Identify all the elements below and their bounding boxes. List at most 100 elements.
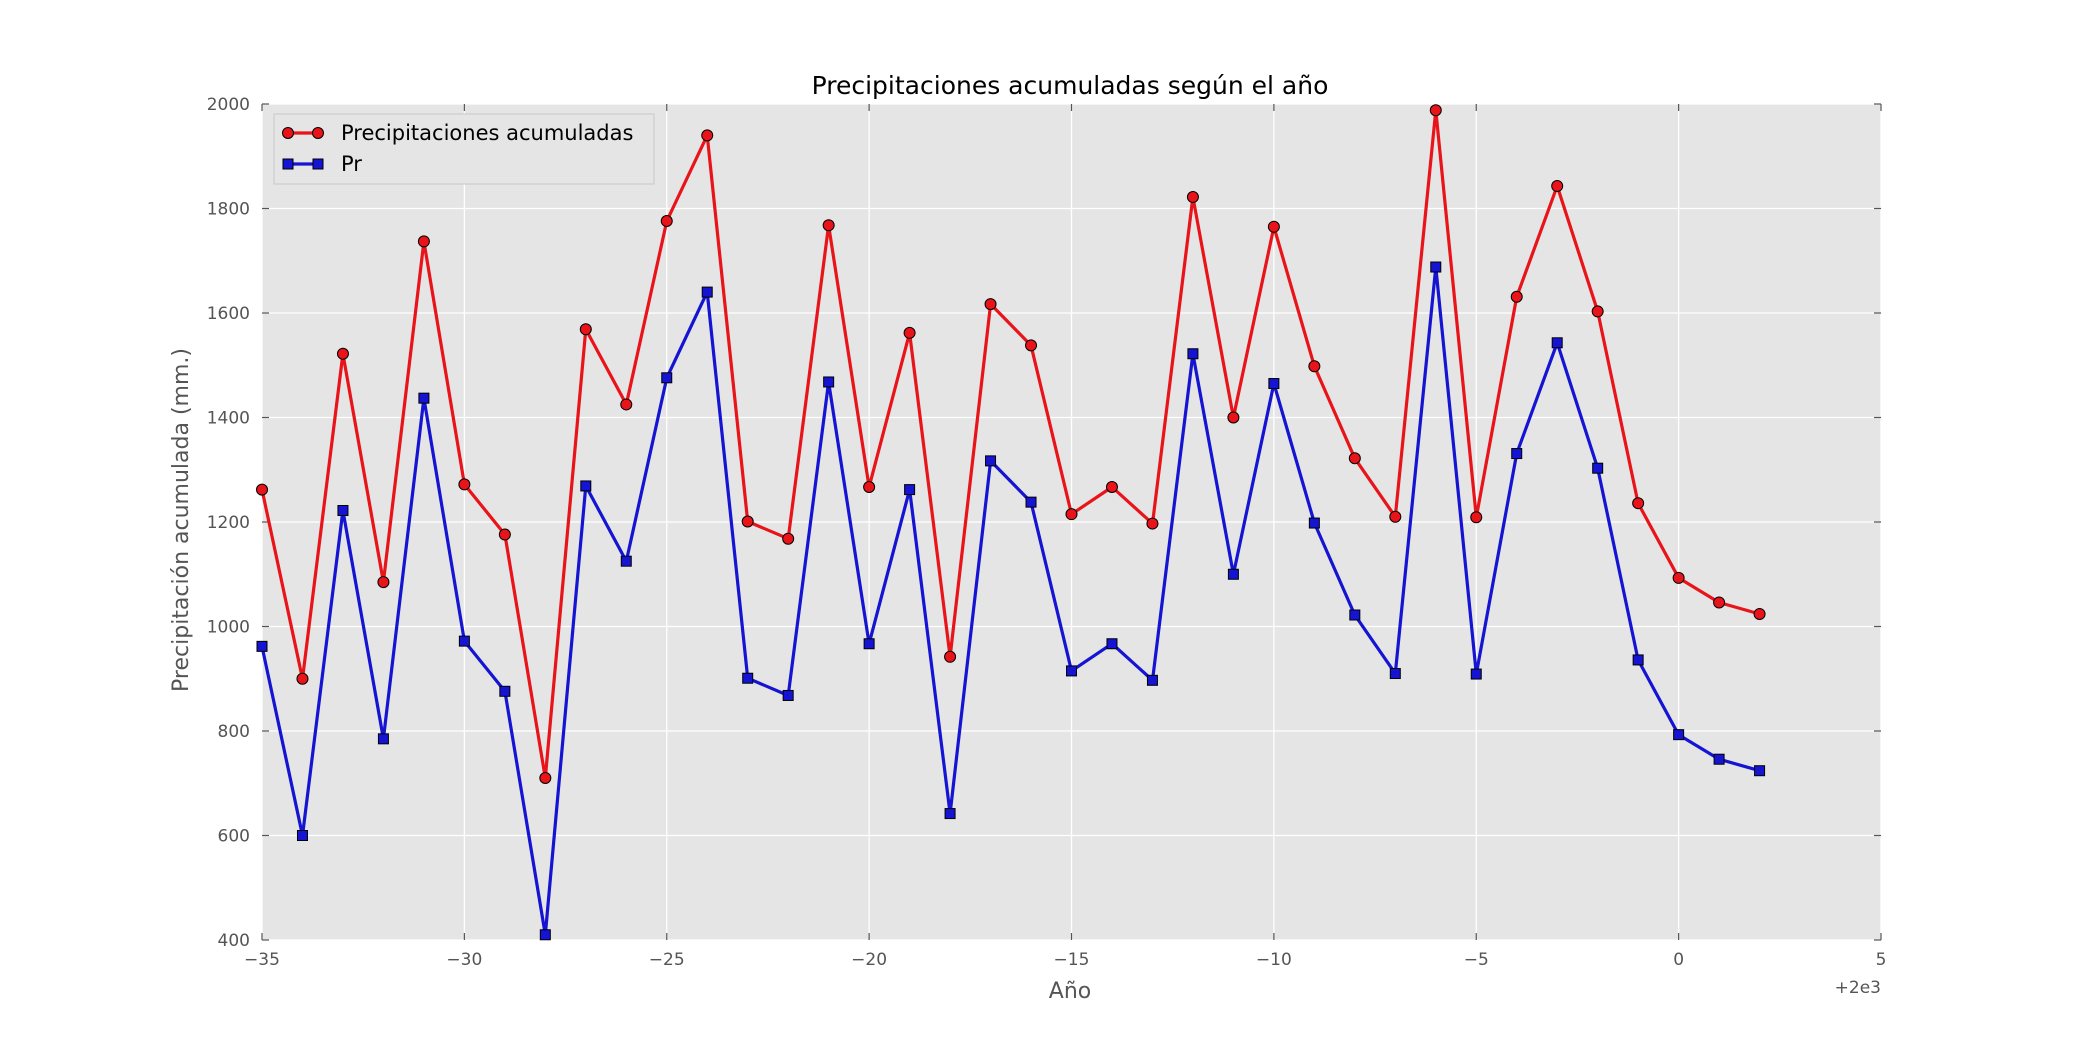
series-2-point bbox=[418, 392, 430, 404]
y-tick-label: 800 bbox=[218, 722, 250, 742]
series-1-point bbox=[903, 326, 916, 339]
series-2-point bbox=[337, 505, 349, 517]
series-2-point bbox=[256, 640, 268, 652]
series-2-point bbox=[580, 480, 592, 492]
series-1-line bbox=[260, 108, 1761, 780]
x-tick-label: 0 bbox=[1673, 950, 1684, 970]
x-tick-label: −30 bbox=[446, 950, 482, 970]
series-2-point bbox=[1673, 729, 1685, 741]
series-2-line bbox=[260, 265, 1761, 937]
series-2-point bbox=[661, 372, 673, 384]
series-1-point bbox=[1186, 191, 1199, 204]
series-2-point bbox=[823, 376, 835, 388]
y-tick-label: 600 bbox=[218, 827, 250, 847]
series-1-point bbox=[539, 772, 552, 785]
legend-box bbox=[273, 113, 655, 185]
x-tick-label: −25 bbox=[649, 950, 685, 970]
series-2-point bbox=[782, 689, 794, 701]
series-2-point bbox=[863, 638, 875, 650]
plot-area: −35 −30 −25 −20 −15 −10 −5 0 5 400 600 800 1000 1200 1… bbox=[207, 95, 1887, 970]
series-1-point bbox=[1551, 180, 1564, 193]
y-tick-label: 1200 bbox=[207, 513, 250, 533]
series-1-point bbox=[1065, 508, 1078, 521]
legend-marker bbox=[312, 158, 324, 170]
series-2-point bbox=[458, 635, 470, 647]
series-1-point bbox=[863, 480, 876, 493]
legend: Precipitaciones acumuladas Pr bbox=[273, 113, 655, 185]
series-2-point bbox=[1511, 448, 1523, 460]
series-2-point bbox=[620, 555, 632, 567]
series-2-point bbox=[1632, 654, 1644, 666]
series-2-point bbox=[1592, 462, 1604, 474]
series-2-point bbox=[1551, 337, 1563, 349]
series-2-point bbox=[1308, 517, 1320, 529]
series-1-point bbox=[1389, 510, 1402, 523]
series-2-point bbox=[1187, 348, 1199, 360]
series-2-point bbox=[985, 455, 997, 467]
series-1-point bbox=[458, 478, 471, 491]
series-1-point bbox=[1146, 517, 1159, 530]
series-1-point bbox=[1753, 607, 1766, 620]
series-1 bbox=[256, 104, 1766, 785]
series-1-point bbox=[377, 576, 390, 589]
series-1-point bbox=[620, 398, 633, 411]
series-1-point bbox=[1429, 104, 1442, 117]
series-2-point bbox=[1713, 753, 1725, 765]
series-2-point bbox=[1754, 765, 1766, 777]
series-1-point bbox=[822, 219, 835, 232]
chart-title: Precipitaciones acumuladas según el año bbox=[812, 71, 1329, 100]
y-tick-label: 400 bbox=[218, 931, 250, 951]
y-tick-label: 2000 bbox=[207, 95, 250, 115]
series-1-point bbox=[741, 515, 754, 528]
series-1-point bbox=[782, 532, 795, 545]
series-1-point bbox=[1672, 571, 1685, 584]
series-1-point bbox=[944, 650, 957, 663]
series-1-point bbox=[1591, 305, 1604, 318]
series-1-point bbox=[256, 483, 268, 496]
series-2-point bbox=[1470, 668, 1482, 680]
x-tick-label: −35 bbox=[244, 950, 280, 970]
series-2-point bbox=[1268, 378, 1280, 390]
x-axis-title: Año bbox=[1049, 979, 1091, 1004]
x-tick-label: −10 bbox=[1256, 950, 1292, 970]
series-1-point bbox=[336, 347, 349, 360]
series-1-point bbox=[984, 298, 997, 311]
legend-marker bbox=[282, 158, 294, 170]
y-tick-label: 1400 bbox=[207, 409, 250, 429]
series-1-point bbox=[296, 672, 309, 685]
y-axis-title: Precipitación acumulada (mm.) bbox=[169, 348, 194, 692]
series-1-point bbox=[701, 129, 714, 142]
series-1-point bbox=[1227, 411, 1240, 424]
series-1-point bbox=[1470, 511, 1483, 524]
y-tick-label: 1000 bbox=[207, 618, 250, 638]
series-1-point bbox=[660, 215, 673, 228]
series-2-point bbox=[1430, 261, 1442, 273]
series-2-point bbox=[296, 830, 308, 841]
series-2-point bbox=[742, 672, 754, 684]
series-1-point bbox=[1713, 596, 1726, 609]
series-1-point bbox=[417, 235, 430, 248]
x-offset-label: +2e3 bbox=[1835, 978, 1881, 998]
x-tick-label: −15 bbox=[1054, 950, 1090, 970]
series-2-point bbox=[1106, 638, 1118, 650]
y-tick-label: 1800 bbox=[207, 200, 250, 220]
series-2-point bbox=[539, 929, 551, 941]
series-1-point bbox=[1308, 360, 1321, 373]
y-tick-label: 1600 bbox=[207, 304, 250, 324]
x-tick-label: −5 bbox=[1464, 950, 1489, 970]
legend-marker bbox=[312, 127, 324, 139]
series-2-point bbox=[904, 484, 916, 496]
series-2-point bbox=[1227, 568, 1239, 580]
series-1-point bbox=[1510, 290, 1523, 303]
series-2-point bbox=[1389, 668, 1401, 680]
x-tick-label: 5 bbox=[1876, 950, 1887, 970]
legend-marker bbox=[282, 127, 294, 139]
x-tick-label: −20 bbox=[851, 950, 887, 970]
series-1-point bbox=[1267, 220, 1280, 233]
series-2-point bbox=[944, 808, 956, 820]
series-2-point bbox=[701, 286, 713, 298]
series-1-point bbox=[1348, 452, 1361, 465]
series-2-point bbox=[1025, 496, 1037, 508]
legend-label: Pr bbox=[341, 152, 362, 176]
